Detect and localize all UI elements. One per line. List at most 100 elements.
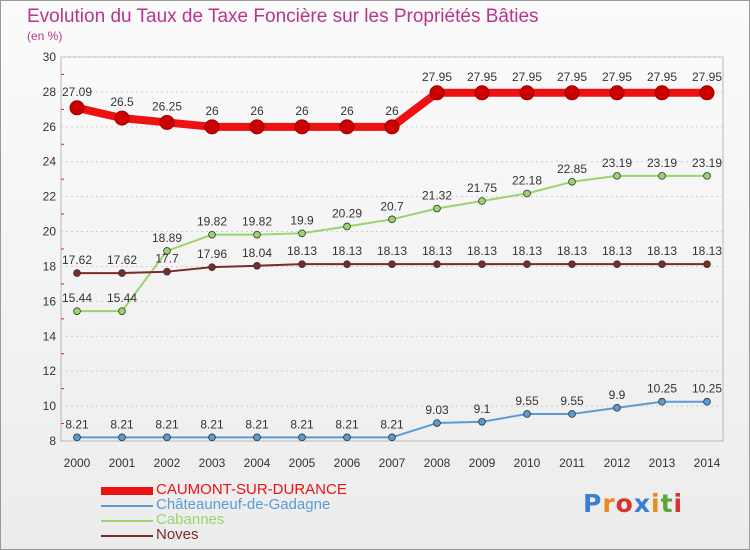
data-label: 26 xyxy=(295,104,309,118)
legend-swatch xyxy=(101,487,153,495)
data-point xyxy=(429,85,445,101)
x-tick-label: 2005 xyxy=(289,456,316,470)
legend-swatch xyxy=(101,535,153,537)
data-label: 18.89 xyxy=(152,231,182,245)
data-label: 19.9 xyxy=(290,213,314,227)
data-label: 18.13 xyxy=(512,244,542,258)
data-label: 17.7 xyxy=(155,252,179,266)
x-tick-label: 2008 xyxy=(424,456,451,470)
legend-swatch xyxy=(101,520,153,522)
data-point xyxy=(703,397,711,406)
data-label: 18.13 xyxy=(602,244,632,258)
data-label: 9.55 xyxy=(560,394,584,408)
data-label: 19.82 xyxy=(242,215,272,229)
data-label: 27.09 xyxy=(62,85,92,99)
x-tick-label: 2011 xyxy=(559,456,585,470)
data-point xyxy=(73,433,81,442)
data-label: 18.13 xyxy=(557,244,587,258)
logo-letter: o xyxy=(615,489,634,518)
data-label: 27.95 xyxy=(692,70,722,84)
data-label: 15.44 xyxy=(107,291,137,305)
data-point xyxy=(208,433,216,442)
logo-letter: i xyxy=(651,489,661,518)
data-point xyxy=(118,269,126,277)
data-point xyxy=(388,433,396,442)
data-label: 27.95 xyxy=(422,70,452,84)
data-point xyxy=(564,85,580,101)
data-point xyxy=(118,433,126,442)
data-point xyxy=(73,269,81,277)
logo-letter: P xyxy=(583,489,603,518)
data-point xyxy=(703,260,711,268)
data-point xyxy=(298,433,306,442)
x-tick-label: 2001 xyxy=(109,456,136,470)
y-tick-label: 26 xyxy=(43,120,57,134)
data-point xyxy=(163,247,171,255)
y-tick-label: 10 xyxy=(43,399,57,413)
data-point xyxy=(703,172,711,180)
data-point xyxy=(568,260,576,268)
data-point xyxy=(298,229,306,238)
x-tick-label: 2012 xyxy=(604,456,631,470)
x-tick-label: 2009 xyxy=(469,456,496,470)
data-label: 15.44 xyxy=(62,291,92,305)
logo-letter: t xyxy=(660,489,674,518)
data-label: 23.19 xyxy=(602,156,632,170)
data-point xyxy=(433,204,441,213)
data-point xyxy=(384,119,400,135)
data-label: 18.13 xyxy=(692,244,722,258)
data-label: 18.13 xyxy=(467,244,497,258)
data-label: 8.21 xyxy=(110,417,134,431)
data-label: 26.25 xyxy=(152,99,182,113)
chart-subtitle: (en %) xyxy=(27,29,63,43)
data-label: 27.95 xyxy=(557,70,587,84)
data-point xyxy=(343,260,351,268)
data-label: 17.62 xyxy=(107,253,137,267)
data-label: 27.95 xyxy=(602,70,632,84)
data-label: 18.13 xyxy=(332,244,362,258)
data-label: 23.19 xyxy=(647,156,677,170)
data-point xyxy=(478,197,486,205)
data-point xyxy=(613,172,621,180)
data-label: 21.32 xyxy=(422,189,452,203)
data-label: 21.75 xyxy=(467,181,497,195)
data-point xyxy=(568,410,576,418)
data-point xyxy=(523,410,531,418)
data-label: 18.13 xyxy=(287,244,317,258)
y-tick-label: 20 xyxy=(43,225,57,239)
legend-swatch xyxy=(101,505,153,507)
data-label: 18.13 xyxy=(377,244,407,258)
data-point xyxy=(474,85,490,101)
data-point xyxy=(519,85,535,101)
data-point xyxy=(163,433,171,442)
y-tick-label: 30 xyxy=(43,50,57,64)
y-tick-label: 18 xyxy=(43,259,57,273)
legend-label: CAUMONT-SUR-DURANCE xyxy=(156,481,347,498)
logo-letter: i xyxy=(673,489,684,518)
data-label: 17.62 xyxy=(62,253,92,267)
data-label: 8.21 xyxy=(380,417,404,431)
data-label: 10.25 xyxy=(692,382,722,396)
data-label: 8.21 xyxy=(290,417,314,431)
data-point xyxy=(433,260,441,268)
data-point xyxy=(208,230,216,239)
y-tick-label: 8 xyxy=(49,434,56,448)
data-label: 19.82 xyxy=(197,215,227,229)
data-point xyxy=(208,263,216,271)
data-point xyxy=(253,261,261,270)
data-point xyxy=(388,260,396,268)
data-point xyxy=(249,119,265,135)
data-point xyxy=(613,260,621,268)
data-label: 9.03 xyxy=(425,403,449,417)
data-point xyxy=(163,267,171,276)
data-label: 17.96 xyxy=(197,247,227,261)
data-label: 8.21 xyxy=(245,417,269,431)
chart-title: Evolution du Taux de Taxe Foncière sur l… xyxy=(27,6,539,27)
data-point xyxy=(294,119,310,135)
data-point xyxy=(699,85,715,101)
data-point xyxy=(523,260,531,268)
logo-letter: r xyxy=(602,489,616,518)
data-label: 18.04 xyxy=(242,246,272,260)
